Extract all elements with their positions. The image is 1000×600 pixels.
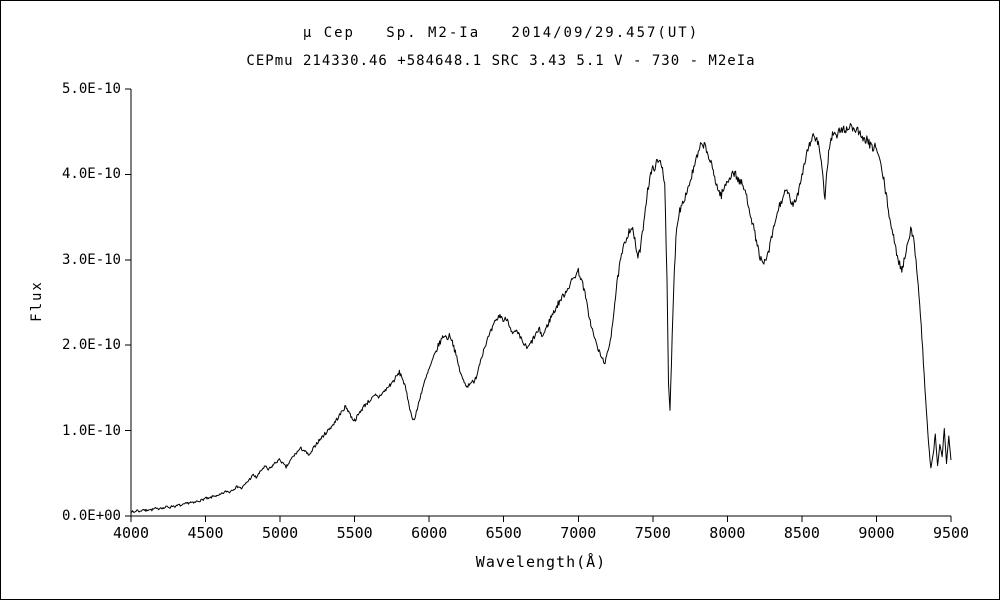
axis-tick-marks: [125, 88, 952, 522]
axis-lines: [130, 89, 951, 517]
y-axis-label: Flux: [29, 280, 45, 322]
x-axis-label: Wavelength(Å): [475, 553, 607, 571]
spectrum-line: [130, 123, 952, 513]
chart-subtitle: CEPmu 214330.46 +584648.1 SRC 3.43 5.1 V…: [246, 53, 756, 69]
chart-title: μ Cep Sp. M2-Ia 2014/09/29.457(UT): [302, 25, 700, 41]
